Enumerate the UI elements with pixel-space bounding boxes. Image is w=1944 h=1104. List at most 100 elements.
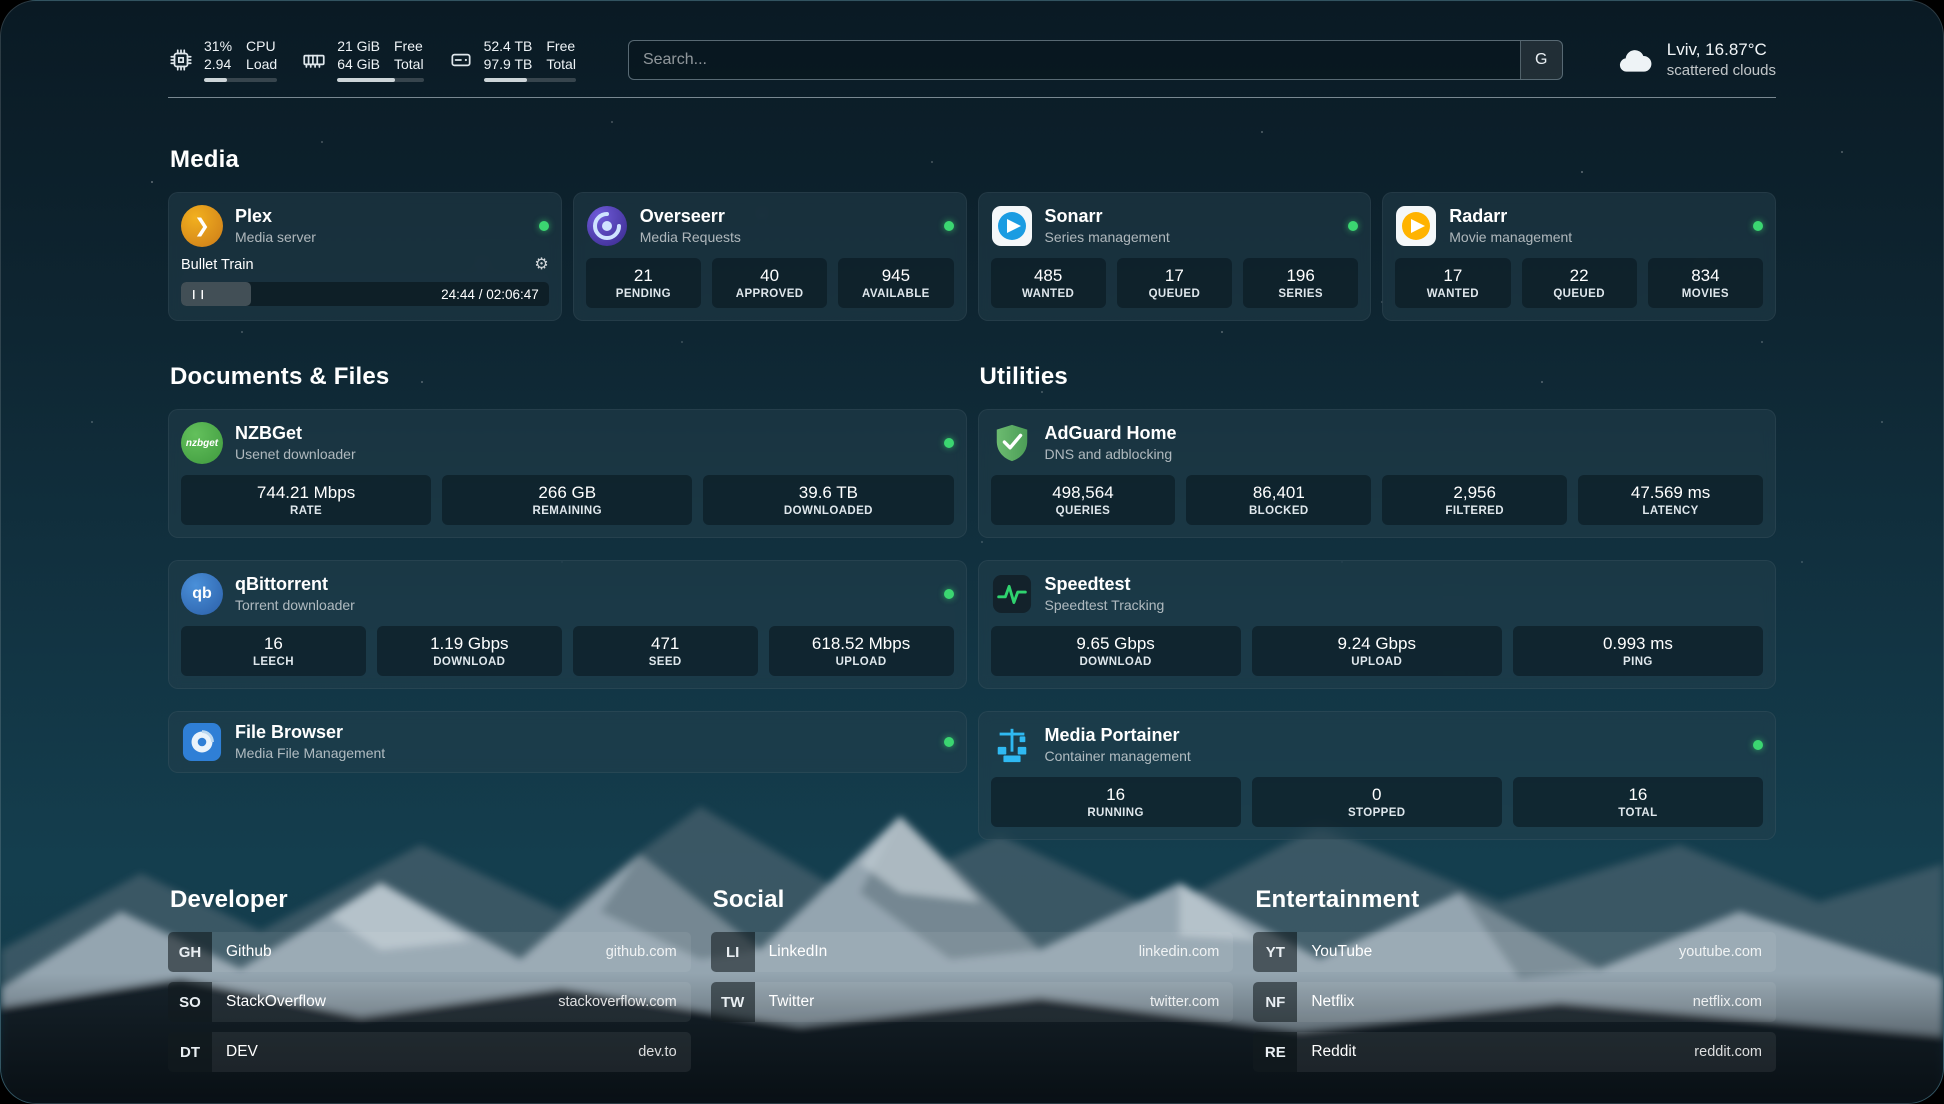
service-name: Plex	[235, 206, 273, 227]
memory-total: 64 GiB	[337, 56, 380, 73]
service-card-overseerr[interactable]: Overseerr Media Requests 21 PENDING 40 APP…	[572, 192, 967, 322]
bookmark-label: Netflix	[1311, 993, 1355, 1011]
service-card-radarr[interactable]: Radarr Movie management 17 WANTED 22 QUEUE…	[1382, 192, 1776, 322]
service-card-filebrowser[interactable]: File Browser Media File Management	[168, 711, 967, 774]
memory-free: 21 GiB	[337, 38, 380, 54]
service-name: AdGuard Home	[1044, 423, 1177, 444]
disk-icon	[448, 47, 474, 73]
section-media: Media Plex Media server Bullet Train	[168, 146, 1776, 322]
service-card-plex[interactable]: Plex Media server Bullet Train 24:44 / 0…	[168, 192, 562, 322]
cpu-widget: 31% 2.94 CPU Load	[168, 37, 278, 83]
service-name: NZBGet	[235, 423, 302, 444]
service-card-qbittorrent[interactable]: qb qBittorrent Torrent downloader 16 LEEC…	[168, 560, 967, 690]
service-card-sonarr[interactable]: Sonarr Series management 485 WANTED 17 QUE…	[977, 192, 1372, 322]
service-subtitle: DNS and adblocking	[1044, 446, 1173, 463]
pause-icon[interactable]	[190, 289, 207, 300]
bookmark-label: Twitter	[768, 993, 815, 1011]
bookmark-label: YouTube	[1311, 943, 1373, 961]
stat-filtered: 2,956 FILTERED	[1382, 475, 1568, 526]
search-engine-button[interactable]: G	[1519, 40, 1562, 79]
stat-latency: 47.569 ms LATENCY	[1578, 475, 1763, 526]
stat-total: 16 TOTAL	[1512, 777, 1763, 828]
cpu-label-1: CPU	[246, 38, 276, 54]
radarr-icon	[1395, 205, 1437, 247]
sonarr-icon	[991, 205, 1033, 247]
bookmark-github[interactable]: GH Github github.com	[168, 932, 691, 973]
bookmark-abbr: TW	[710, 982, 755, 1023]
search-bar: G	[627, 39, 1563, 80]
stat-pending: 21 PENDING	[585, 258, 701, 309]
bookmark-label: LinkedIn	[768, 943, 828, 961]
bookmark-url: reddit.com	[1694, 1044, 1762, 1061]
bookmark-linkedin[interactable]: LI LinkedIn linkedin.com	[710, 932, 1234, 973]
status-dot	[943, 438, 954, 449]
cpu-load: 2.94	[204, 56, 232, 73]
nzbget-icon: nzbget	[181, 422, 223, 465]
bookmark-url: youtube.com	[1678, 944, 1762, 961]
speedtest-icon	[991, 573, 1033, 615]
stat-download: 1.19 Gbps DOWNLOAD	[376, 626, 562, 677]
bottom-fade	[1, 973, 1943, 1103]
service-subtitle: Usenet downloader	[235, 446, 356, 463]
qbittorrent-icon: qb	[181, 573, 223, 616]
now-playing-title: Bullet Train	[181, 257, 254, 274]
disk-label-2: Total	[546, 56, 576, 73]
bookmark-abbr: NF	[1253, 982, 1298, 1023]
stat-remaining: 266 GB REMAINING	[442, 475, 693, 526]
bookmark-group-developer: Developer GH Github github.com SO StackO…	[168, 886, 691, 1073]
playback-progress-bar[interactable]: 24:44 / 02:06:47	[181, 282, 549, 307]
service-card-adguard[interactable]: AdGuard Home DNS and adblocking 498,564 Q…	[977, 409, 1776, 539]
status-dot	[538, 221, 549, 232]
memory-widget: 21 GiB 64 GiB Free Total	[301, 37, 424, 83]
header: 31% 2.94 CPU Load	[168, 1, 1776, 83]
service-card-portainer[interactable]: Media Portainer Container management 16 R…	[977, 711, 1776, 841]
service-name: Media Portainer	[1044, 725, 1180, 746]
bookmark-stackoverflow[interactable]: SO StackOverflow stackoverflow.com	[168, 982, 691, 1023]
service-card-speedtest[interactable]: Speedtest Speedtest Tracking 9.65 Gbps DO…	[977, 560, 1776, 690]
service-card-nzbget[interactable]: nzbget NZBGet Usenet downloader 744.21 M…	[168, 409, 967, 539]
service-name: qBittorrent	[235, 574, 328, 595]
bookmark-abbr: GH	[168, 932, 212, 973]
bookmark-label: Reddit	[1311, 1043, 1357, 1061]
bookmark-youtube[interactable]: YT YouTube youtube.com	[1253, 932, 1776, 973]
disk-total: 97.9 TB	[483, 56, 533, 73]
bookmark-url: linkedin.com	[1138, 944, 1220, 961]
section-title-utilities: Utilities	[979, 363, 1068, 391]
bookmark-url: netflix.com	[1692, 994, 1762, 1011]
bookmark-label: Github	[226, 943, 272, 961]
memory-label-1: Free	[394, 38, 423, 54]
bookmark-group-entertainment: Entertainment YT YouTube youtube.com NF …	[1253, 886, 1776, 1073]
bookmark-dev[interactable]: DT DEV dev.to	[168, 1032, 691, 1073]
bookmark-label: DEV	[226, 1043, 258, 1061]
service-name: File Browser	[235, 722, 344, 743]
disk-progress-bar	[483, 78, 576, 83]
settings-gear-icon[interactable]	[534, 257, 548, 273]
stat-queued: 17 QUEUED	[1116, 258, 1232, 309]
stat-queued: 22 QUEUED	[1521, 258, 1637, 309]
status-dot	[943, 589, 954, 600]
bookmark-abbr: YT	[1253, 932, 1298, 973]
bookmark-netflix[interactable]: NF Netflix netflix.com	[1253, 982, 1776, 1023]
portainer-icon	[991, 724, 1033, 766]
bookmark-url: twitter.com	[1150, 994, 1220, 1011]
bookmark-abbr: SO	[168, 982, 212, 1023]
service-subtitle: Media File Management	[235, 745, 386, 762]
search-input[interactable]	[628, 40, 1520, 79]
status-dot	[1753, 740, 1763, 751]
bookmark-abbr: DT	[168, 1032, 212, 1073]
bookmark-twitter[interactable]: TW Twitter twitter.com	[710, 982, 1234, 1023]
service-subtitle: Movie management	[1449, 229, 1573, 246]
status-dot	[943, 221, 954, 232]
service-name: Sonarr	[1044, 206, 1103, 227]
status-dot	[1753, 221, 1763, 232]
playback-time: 24:44 / 02:06:47	[441, 286, 539, 302]
bookmark-reddit[interactable]: RE Reddit reddit.com	[1253, 1032, 1776, 1073]
bookmark-group-title: Entertainment	[1255, 886, 1420, 914]
bookmark-url: github.com	[605, 944, 677, 961]
stat-blocked: 86,401 BLOCKED	[1186, 475, 1372, 526]
bookmark-abbr: RE	[1253, 1032, 1298, 1073]
section-utilities: Utilities AdGuard Home	[977, 363, 1776, 841]
section-title-media: Media	[170, 146, 240, 174]
